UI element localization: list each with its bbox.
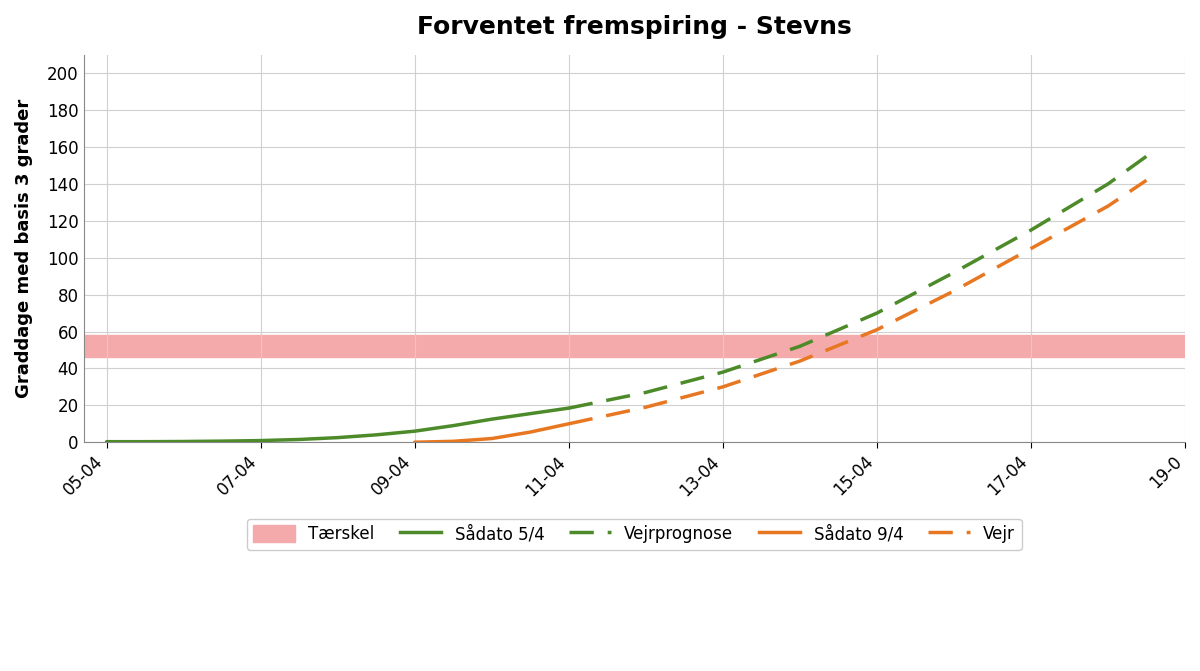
Legend: Tærskel, Sådato 5/4, Vejrprognose, Sådato 9/4, Vejr: Tærskel, Sådato 5/4, Vejrprognose, Sådat… [247, 519, 1021, 550]
Y-axis label: Graddage med basis 3 grader: Graddage med basis 3 grader [16, 99, 34, 398]
Bar [84, 336, 1186, 358]
Title: Forventet fremspiring - Stevns: Forventet fremspiring - Stevns [416, 15, 852, 39]
